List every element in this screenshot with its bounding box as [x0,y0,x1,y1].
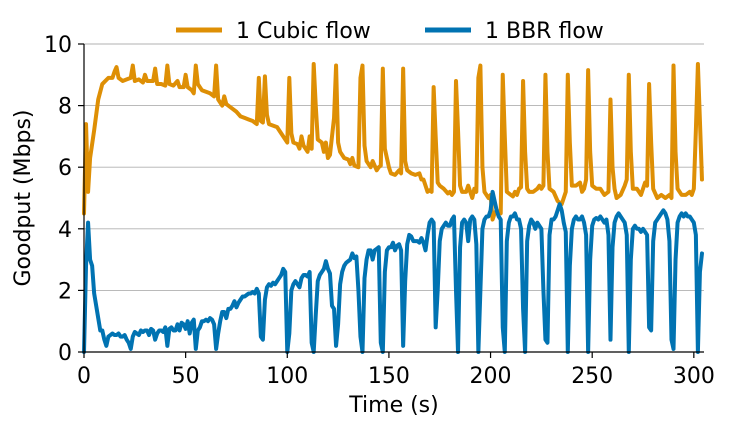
series-line-bbr [82,189,704,354]
series-lines [82,62,704,354]
series-line-cubic [82,62,704,222]
y-tick-label-4: 4 [58,218,72,243]
legend-label-bbr: 1 BBR flow [485,19,604,44]
y-tick-label-2: 2 [58,279,72,304]
y-tick-label-0: 0 [58,341,72,366]
y-axis-label: Goodput (Mbps) [11,110,36,287]
x-tick-label-150: 150 [368,364,410,389]
y-tick-label-8: 8 [58,95,72,120]
x-tick-label-100: 100 [266,364,308,389]
x-tick-label-50: 50 [172,364,200,389]
x-axis-label: Time (s) [348,393,438,418]
legend: 1 Cubic flow 1 BBR flow [176,19,604,44]
y-tick-label-6: 6 [58,156,72,181]
x-tick-label-0: 0 [77,364,91,389]
legend-label-cubic: 1 Cubic flow [236,19,371,44]
y-ticks: 0 2 4 6 8 10 [44,33,84,366]
x-tick-label-300: 300 [673,364,715,389]
y-tick-label-10: 10 [44,33,72,58]
x-tick-label-250: 250 [571,364,613,389]
x-ticks: 0 50 100 150 200 250 300 [77,352,715,389]
axes [83,44,704,353]
grid-lines [84,43,704,291]
x-tick-label-200: 200 [470,364,512,389]
